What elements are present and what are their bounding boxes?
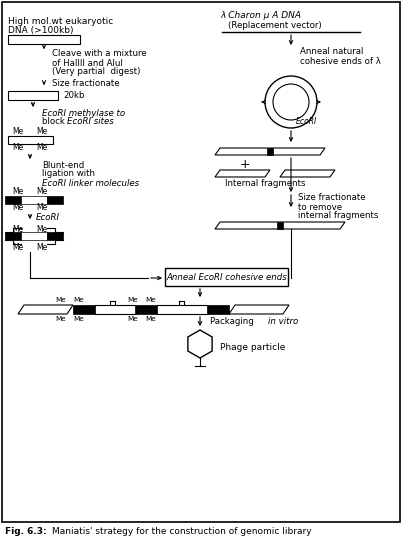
FancyBboxPatch shape: [164, 268, 287, 286]
Bar: [135, 305, 157, 314]
Text: Me: Me: [36, 225, 47, 233]
Text: Maniatis' strategy for the construction of genomic library: Maniatis' strategy for the construction …: [52, 528, 311, 537]
Text: Me: Me: [12, 187, 23, 197]
Text: Me: Me: [12, 127, 23, 137]
Bar: [21, 196, 47, 204]
Text: of HaIIII and AluI: of HaIIII and AluI: [52, 58, 123, 68]
Text: in vitro: in vitro: [267, 318, 298, 327]
Text: Me: Me: [36, 144, 47, 152]
Text: Blunt-end: Blunt-end: [42, 160, 84, 170]
Bar: [47, 232, 63, 240]
Text: Anneal EcoRI cohesive ends: Anneal EcoRI cohesive ends: [166, 273, 287, 281]
Text: cohesive ends of λ: cohesive ends of λ: [299, 57, 380, 65]
Text: Internal fragments: Internal fragments: [225, 179, 305, 187]
Bar: [207, 305, 229, 314]
Bar: [8, 136, 53, 144]
Text: Me: Me: [145, 297, 156, 303]
Text: Size fractionate: Size fractionate: [52, 79, 119, 89]
Text: Packaging: Packaging: [209, 318, 256, 327]
Text: +: +: [239, 159, 250, 172]
Text: Phage particle: Phage particle: [219, 343, 285, 353]
Bar: [5, 232, 21, 240]
Bar: [5, 196, 21, 204]
Text: Me: Me: [12, 204, 23, 213]
Text: Anneal natural: Anneal natural: [299, 48, 363, 57]
Text: Me: Me: [127, 297, 138, 303]
Text: Me: Me: [127, 316, 138, 322]
Text: Me: Me: [12, 144, 23, 152]
Text: High mol.wt eukaryotic: High mol.wt eukaryotic: [8, 17, 113, 26]
Text: EcoRI: EcoRI: [295, 118, 316, 126]
Bar: [47, 196, 63, 204]
Text: Me: Me: [73, 297, 84, 303]
Text: Me: Me: [36, 127, 47, 137]
Text: Me: Me: [12, 225, 23, 233]
Text: block: block: [42, 118, 67, 126]
Text: Me: Me: [55, 297, 66, 303]
Text: ligation with: ligation with: [42, 170, 95, 179]
Bar: [8, 35, 80, 44]
Bar: [266, 148, 272, 155]
Text: EcoRI sites: EcoRI sites: [67, 118, 113, 126]
Text: Me: Me: [145, 316, 156, 322]
Text: Cleave with a mixture: Cleave with a mixture: [52, 50, 146, 58]
Text: Me: Me: [12, 244, 23, 253]
Text: Me: Me: [36, 187, 47, 197]
Text: Size fractionate: Size fractionate: [297, 193, 365, 202]
Text: λ Charon μ A DNA: λ Charon μ A DNA: [219, 11, 300, 21]
Text: Me: Me: [55, 316, 66, 322]
Text: EcoRI methylase to: EcoRI methylase to: [42, 109, 125, 118]
Bar: [8, 91, 58, 100]
Bar: [21, 232, 47, 240]
Text: Me: Me: [73, 316, 84, 322]
Text: to remove: to remove: [297, 202, 341, 212]
Text: internal fragments: internal fragments: [297, 212, 377, 220]
Text: EcoRI linker molecules: EcoRI linker molecules: [42, 179, 139, 187]
Text: Me: Me: [36, 244, 47, 253]
Text: Fig. 6.3:: Fig. 6.3:: [5, 528, 47, 537]
Text: 20kb: 20kb: [63, 91, 84, 99]
Text: DNA (>100kb): DNA (>100kb): [8, 26, 73, 36]
Text: Me: Me: [36, 204, 47, 213]
Text: (Replacement vector): (Replacement vector): [227, 21, 321, 30]
Bar: [276, 222, 282, 229]
Text: (Very partial  digest): (Very partial digest): [52, 68, 140, 77]
Bar: [73, 305, 95, 314]
Text: EcoRI: EcoRI: [36, 213, 60, 222]
